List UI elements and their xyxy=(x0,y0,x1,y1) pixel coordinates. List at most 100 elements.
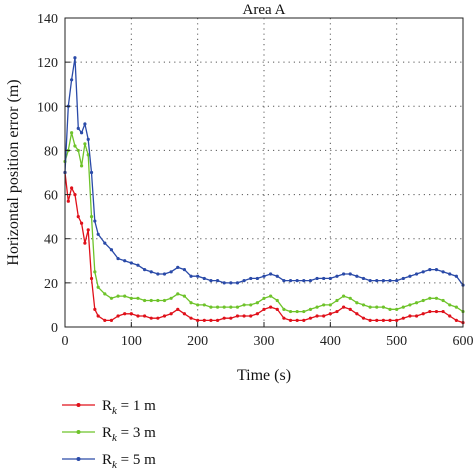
data-point xyxy=(89,170,94,175)
data-point xyxy=(202,276,206,281)
data-point xyxy=(182,294,186,298)
legend-label: Rk = 5 m xyxy=(102,452,156,470)
data-point xyxy=(222,281,226,285)
data-point xyxy=(229,305,233,309)
data-point xyxy=(93,219,97,223)
data-point xyxy=(335,274,339,278)
y-tick-label: 140 xyxy=(37,12,58,27)
data-point xyxy=(315,314,319,318)
data-point xyxy=(176,265,180,270)
data-point xyxy=(315,276,319,281)
data-point xyxy=(348,307,352,311)
data-point xyxy=(295,318,299,322)
data-point xyxy=(76,126,80,130)
data-point xyxy=(196,303,200,307)
data-point xyxy=(375,279,379,283)
data-point xyxy=(66,199,70,203)
data-point xyxy=(269,294,273,298)
data-point xyxy=(242,303,246,307)
data-point xyxy=(328,303,332,307)
data-point xyxy=(229,316,233,320)
data-point xyxy=(93,307,97,311)
data-point xyxy=(282,316,286,320)
data-point xyxy=(76,215,80,219)
data-point xyxy=(315,305,319,309)
y-tick-label: 120 xyxy=(37,56,58,71)
data-point xyxy=(302,309,306,314)
x-tick-label: 400 xyxy=(320,334,341,349)
data-point xyxy=(441,270,445,274)
data-point xyxy=(96,314,100,318)
data-point xyxy=(269,305,273,309)
data-point xyxy=(255,312,259,316)
x-tick-label: 200 xyxy=(187,334,208,349)
data-point xyxy=(222,316,226,320)
data-point xyxy=(282,279,286,283)
data-point xyxy=(348,272,352,276)
data-point xyxy=(143,268,147,272)
data-point xyxy=(322,276,326,281)
x-tick-label: 100 xyxy=(121,334,142,349)
data-point xyxy=(275,307,279,311)
x-axis-label: Time (s) xyxy=(237,367,291,384)
data-point xyxy=(288,309,293,314)
legend-swatch-marker xyxy=(76,403,81,407)
data-point xyxy=(308,279,313,283)
data-point xyxy=(375,305,379,309)
data-point xyxy=(169,296,173,300)
data-point xyxy=(335,309,339,314)
y-tick-label: 0 xyxy=(51,321,58,336)
data-point xyxy=(401,316,405,320)
data-point xyxy=(308,316,313,320)
data-point xyxy=(156,272,160,276)
data-point xyxy=(395,307,399,311)
data-point xyxy=(454,274,458,278)
data-point xyxy=(162,298,167,303)
data-point xyxy=(209,279,213,283)
data-point xyxy=(448,303,452,307)
data-point xyxy=(176,307,180,311)
data-point xyxy=(162,314,167,318)
data-point xyxy=(368,318,372,322)
data-point xyxy=(401,305,405,309)
data-point xyxy=(116,256,120,261)
data-point xyxy=(388,279,392,283)
data-point xyxy=(189,274,193,278)
data-point xyxy=(79,131,84,135)
data-point xyxy=(129,261,133,265)
data-point xyxy=(76,148,80,153)
data-point xyxy=(129,312,133,316)
data-point xyxy=(70,78,74,82)
x-tick-label: 600 xyxy=(453,334,474,349)
data-point xyxy=(275,274,279,278)
data-point xyxy=(103,241,107,245)
legend-swatch-marker xyxy=(76,430,81,434)
data-point xyxy=(428,268,432,272)
data-point xyxy=(288,279,293,283)
data-point xyxy=(83,122,87,126)
data-point xyxy=(361,316,366,320)
y-tick-label: 60 xyxy=(44,189,58,204)
data-point xyxy=(401,276,405,281)
data-point xyxy=(328,276,332,281)
data-point xyxy=(361,303,366,307)
data-point xyxy=(235,314,240,318)
data-point xyxy=(434,309,439,314)
data-point xyxy=(342,272,346,276)
legend-label: Rk = 3 m xyxy=(102,425,156,444)
data-point xyxy=(189,301,193,305)
data-point xyxy=(255,276,259,281)
series-line xyxy=(64,132,464,313)
data-point xyxy=(342,294,346,298)
data-point xyxy=(421,298,425,303)
axis-ticks: 0 100 200 300 400 500 600 0 20 40 60 80 100 120 140 xyxy=(37,12,474,349)
data-point xyxy=(143,314,147,318)
data-point xyxy=(222,305,226,309)
data-point xyxy=(209,318,213,322)
data-point xyxy=(441,309,445,314)
grid-lines xyxy=(65,18,463,327)
data-point xyxy=(448,314,452,318)
data-point xyxy=(116,314,120,318)
data-point xyxy=(149,270,153,274)
